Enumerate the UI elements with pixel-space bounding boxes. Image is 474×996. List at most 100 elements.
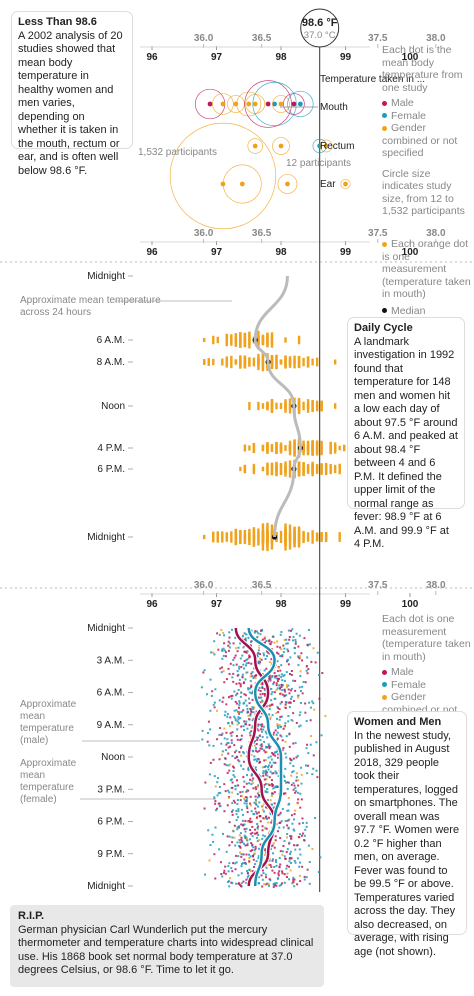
wm-measurement-dot [320, 734, 323, 737]
wm-measurement-dot [287, 826, 290, 829]
rip-box: R.I.P. German physician Carl Wunderlich … [10, 905, 324, 987]
wm-measurement-dot [235, 702, 238, 705]
wm-measurement-dot [292, 757, 295, 760]
wm-measurement-dot [269, 864, 272, 867]
wm-measurement-dot [283, 679, 286, 682]
wm-measurement-dot [304, 764, 307, 767]
wm-measurement-dot [268, 745, 271, 748]
wm-measurement-dot [248, 856, 251, 859]
reference-f-label: 98.6 °F [302, 17, 338, 29]
wm-measurement-dot [212, 703, 215, 706]
wm-measurement-dot [218, 633, 221, 636]
wm-measurement-dot [243, 858, 246, 861]
wm-measurement-dot [245, 633, 248, 636]
wm-measurement-dot [256, 840, 259, 843]
wm-measurement-dot [259, 775, 262, 778]
wm-measurement-dot [249, 869, 252, 872]
wm-measurement-dot [231, 676, 234, 679]
wm-measurement-dot [268, 639, 271, 642]
axis-c-tick: 38.0 [426, 228, 446, 239]
legend-studies: Each dot is the mean body temperature fr… [382, 44, 472, 218]
measurement-bar [297, 335, 301, 345]
wm-measurement-dot [283, 706, 286, 709]
wm-measurement-dot [227, 746, 230, 749]
wm-measurement-dot [263, 883, 266, 886]
wm-measurement-dot [283, 689, 286, 692]
measurement-bar [216, 532, 219, 542]
axis-f-tick: 100 [402, 247, 419, 258]
wm-measurement-dot [250, 684, 253, 687]
wm-measurement-dot [246, 707, 249, 710]
wm-measurement-dot [254, 766, 257, 769]
wm-measurement-dot [291, 639, 294, 642]
wm-measurement-dot [223, 649, 226, 652]
wm-measurement-dot [272, 772, 275, 775]
wm-measurement-dot [243, 828, 246, 831]
axis-c-tick: 36.0 [194, 228, 214, 239]
measurement-bar [315, 532, 319, 542]
wm-measurement-dot [239, 832, 242, 835]
wm-measurement-dot [296, 883, 299, 886]
daily-row-label: 4 P.M. [97, 443, 125, 454]
wm-measurement-dot [243, 632, 246, 635]
wm-measurement-dot [228, 835, 231, 838]
wm-measurement-dot [218, 848, 221, 851]
wm-measurement-dot [238, 682, 241, 685]
wm-row-label: 6 P.M. [97, 817, 125, 828]
wm-measurement-dot [226, 835, 229, 838]
wm-measurement-dot [220, 734, 223, 737]
wm-measurement-dot [233, 744, 236, 747]
wm-measurement-dot [239, 657, 242, 660]
measurement-bar [320, 463, 323, 475]
wm-measurement-dot [258, 646, 261, 649]
wm-measurement-dot [258, 794, 261, 797]
wm-measurement-dot [284, 857, 287, 860]
daily-row-label: 6 P.M. [97, 464, 125, 475]
measurement-bar [315, 357, 319, 367]
measurement-bar [266, 403, 269, 409]
wm-measurement-dot [298, 833, 301, 836]
wm-measurement-dot [227, 752, 230, 755]
wm-measurement-dot [289, 869, 292, 872]
wm-measurement-dot [293, 818, 296, 821]
wm-measurement-dot [229, 779, 232, 782]
wm-row-label: Noon [101, 752, 125, 763]
wm-measurement-dot [280, 725, 283, 728]
wm-measurement-dot [254, 758, 257, 761]
wm-measurement-dot [306, 643, 309, 646]
wm-measurement-dot [248, 691, 251, 694]
wm-measurement-dot [301, 865, 304, 868]
wm-measurement-dot [268, 776, 271, 779]
wm-measurement-dot [257, 696, 260, 699]
measurement-bar [243, 357, 247, 367]
measurement-bar [284, 337, 287, 343]
wm-measurement-dot [269, 811, 272, 814]
wm-measurement-dot [220, 873, 223, 876]
wm-measurement-dot [235, 854, 238, 857]
wm-measurement-dot [292, 679, 295, 682]
wm-measurement-dot [276, 717, 279, 720]
wm-measurement-dot [228, 821, 231, 824]
measurement-bar [333, 464, 337, 474]
wm-measurement-dot [249, 687, 252, 690]
measurement-bar [302, 401, 305, 411]
measurement-bar [248, 445, 251, 451]
wm-measurement-dot [239, 695, 242, 698]
wm-measurement-dot [240, 872, 243, 875]
wm-measurement-dot [286, 824, 289, 827]
wm-measurement-dot [201, 729, 204, 732]
wm-measurement-dot [233, 715, 236, 718]
wm-measurement-dot [252, 858, 255, 861]
wm-measurement-dot [250, 842, 253, 845]
wm-measurement-dot [265, 883, 268, 886]
measurement-bar [288, 460, 292, 478]
wm-measurement-dot [271, 675, 274, 678]
female-mean-curve [247, 627, 283, 887]
wm-measurement-dot [273, 681, 276, 684]
wm-measurement-dot [243, 823, 246, 826]
wm-measurement-dot [285, 876, 288, 879]
wm-measurement-dot [239, 683, 242, 686]
wm-measurement-dot [261, 730, 264, 733]
wm-measurement-dot [222, 647, 225, 650]
wm-measurement-dot [242, 750, 245, 753]
